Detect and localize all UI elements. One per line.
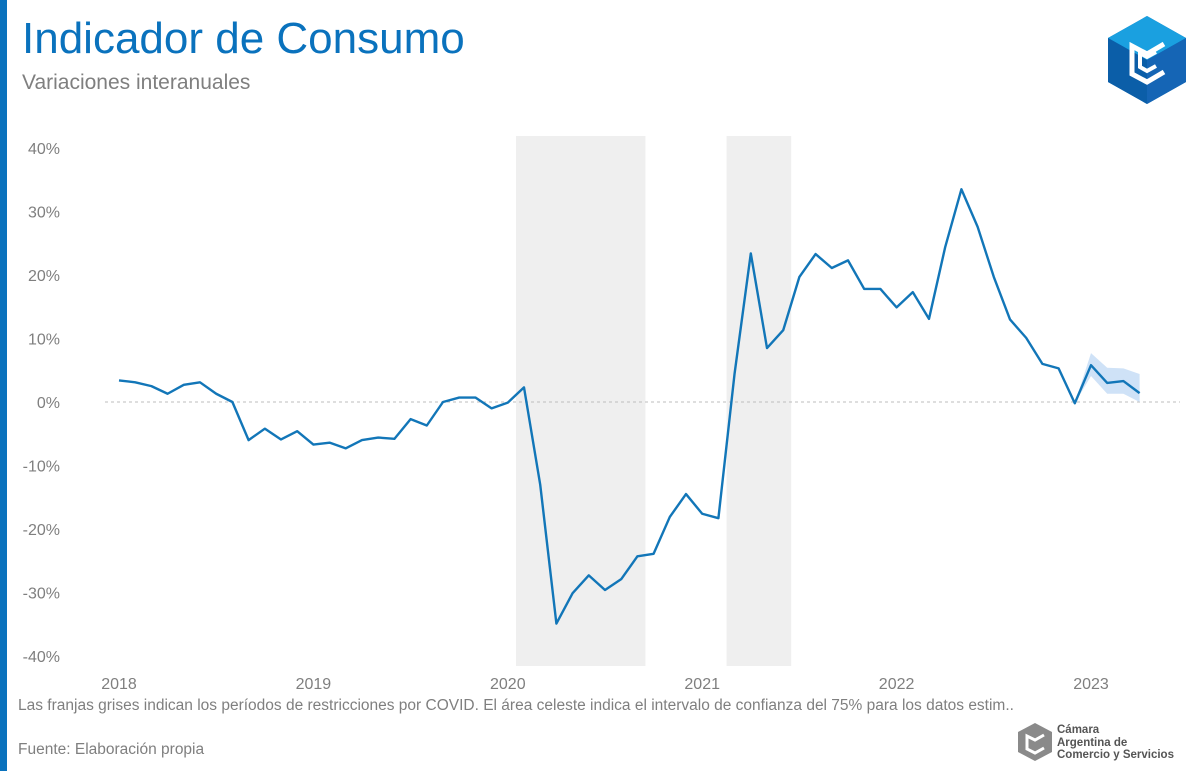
covid-bands [516, 136, 792, 666]
chart-subtitle: Variaciones interanuales [22, 71, 251, 94]
y-tick-label: 0% [37, 395, 60, 412]
x-tick-label: 2021 [684, 676, 720, 693]
y-axis: 40% 30% 20% 10% 0% -10% -20% -30% -40% [23, 141, 60, 666]
y-tick-label: 40% [28, 141, 60, 158]
x-tick-label: 2022 [879, 676, 915, 693]
y-tick-label: -20% [23, 522, 60, 539]
x-axis: 2018 2019 2020 2021 2022 2023 [101, 676, 1109, 693]
footnote: Las franjas grises indican los períodos … [18, 697, 1014, 714]
covid-band-1 [516, 136, 646, 666]
y-tick-label: -30% [23, 586, 60, 603]
series-line [118, 188, 1141, 625]
org-name-line1: Cámara [1057, 724, 1100, 736]
x-tick-label: 2019 [296, 676, 332, 693]
chart-title: Indicador de Consumo [22, 14, 465, 63]
x-tick-label: 2018 [101, 676, 137, 693]
chart: 40%30%20%10%0%-10%-20%-30%-40% 2018 2019 2… [23, 136, 1180, 693]
cac-logo-icon [1108, 16, 1186, 104]
y-tick-label: 20% [28, 268, 60, 285]
x-tick-label: 2020 [490, 676, 526, 693]
accent-bar [0, 0, 7, 771]
org-name-line2: Argentina de [1057, 736, 1128, 749]
cac-logo-small-icon [1018, 723, 1052, 761]
y-tick-label: -40% [23, 649, 60, 666]
org-name: Cámara Argentina de Comercio y Servicios [1057, 724, 1174, 762]
y-tick-label: -10% [23, 459, 60, 476]
org-name-line3: Comercio y Servicios [1057, 749, 1174, 761]
source-note: Fuente: Elaboración propia [18, 741, 205, 758]
y-tick-label: 10% [28, 332, 60, 349]
consumption-line [118, 188, 1141, 625]
y-tick-label: 30% [28, 205, 60, 222]
covid-band-2 [726, 136, 792, 666]
x-tick-label: 2023 [1073, 676, 1109, 693]
